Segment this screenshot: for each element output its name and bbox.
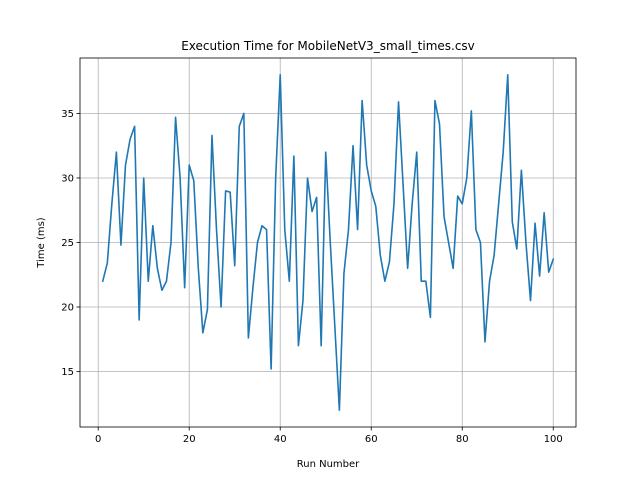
x-tick-label: 60 (365, 434, 378, 445)
x-tick-label: 100 (544, 434, 563, 445)
series-line (101, 73, 555, 412)
y-tick-label: 30 (61, 173, 74, 184)
x-tick-label: 40 (274, 434, 287, 445)
y-tick-label: 35 (61, 109, 74, 120)
x-tick-label: 0 (95, 434, 101, 445)
chart-title: Execution Time for MobileNetV3_small_tim… (181, 39, 475, 53)
y-tick-label: 25 (61, 238, 74, 249)
y-axis-label: Time (ms) (36, 217, 47, 269)
y-axis: 15 20 25 30 35 (61, 109, 80, 378)
x-axis-label: Run Number (297, 459, 360, 470)
x-tick-label: 80 (456, 434, 469, 445)
x-tick-label: 20 (183, 434, 196, 445)
y-tick-label: 15 (61, 367, 74, 378)
x-axis: 0 20 40 60 80 100 (95, 427, 563, 445)
grid-lines (80, 58, 576, 427)
y-tick-label: 20 (61, 303, 74, 314)
